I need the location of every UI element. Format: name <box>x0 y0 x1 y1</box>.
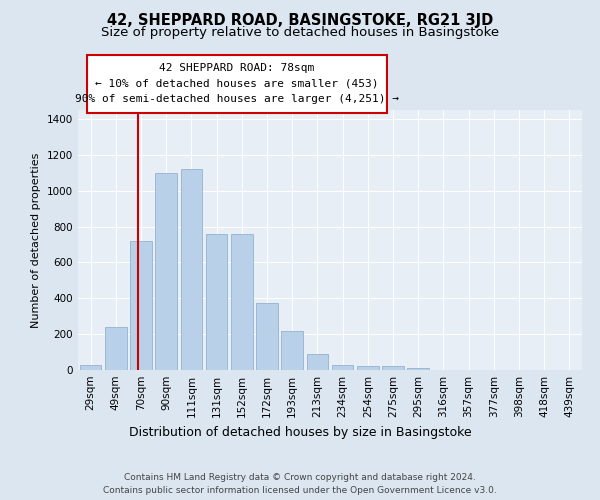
Text: 42 SHEPPARD ROAD: 78sqm
← 10% of detached houses are smaller (453)
90% of semi-d: 42 SHEPPARD ROAD: 78sqm ← 10% of detache… <box>75 63 399 104</box>
Bar <box>256 303 278 370</box>
Text: Distribution of detached houses by size in Basingstoke: Distribution of detached houses by size … <box>128 426 472 439</box>
Text: Contains HM Land Registry data © Crown copyright and database right 2024.
Contai: Contains HM Land Registry data © Crown c… <box>103 474 497 495</box>
Bar <box>105 327 127 370</box>
Text: 42, SHEPPARD ROAD, BASINGSTOKE, RG21 3JD: 42, SHEPPARD ROAD, BASINGSTOKE, RG21 3JD <box>107 12 493 28</box>
Text: Size of property relative to detached houses in Basingstoke: Size of property relative to detached ho… <box>101 26 499 39</box>
Bar <box>357 366 379 370</box>
Bar <box>407 368 429 370</box>
Bar <box>307 354 328 370</box>
Bar <box>130 241 152 370</box>
Bar <box>155 173 177 370</box>
Y-axis label: Number of detached properties: Number of detached properties <box>31 152 41 328</box>
Bar <box>181 169 202 370</box>
Bar <box>382 366 404 370</box>
Bar <box>206 234 227 370</box>
Bar <box>332 365 353 370</box>
Bar <box>231 234 253 370</box>
Bar <box>80 364 101 370</box>
Bar <box>281 330 303 370</box>
